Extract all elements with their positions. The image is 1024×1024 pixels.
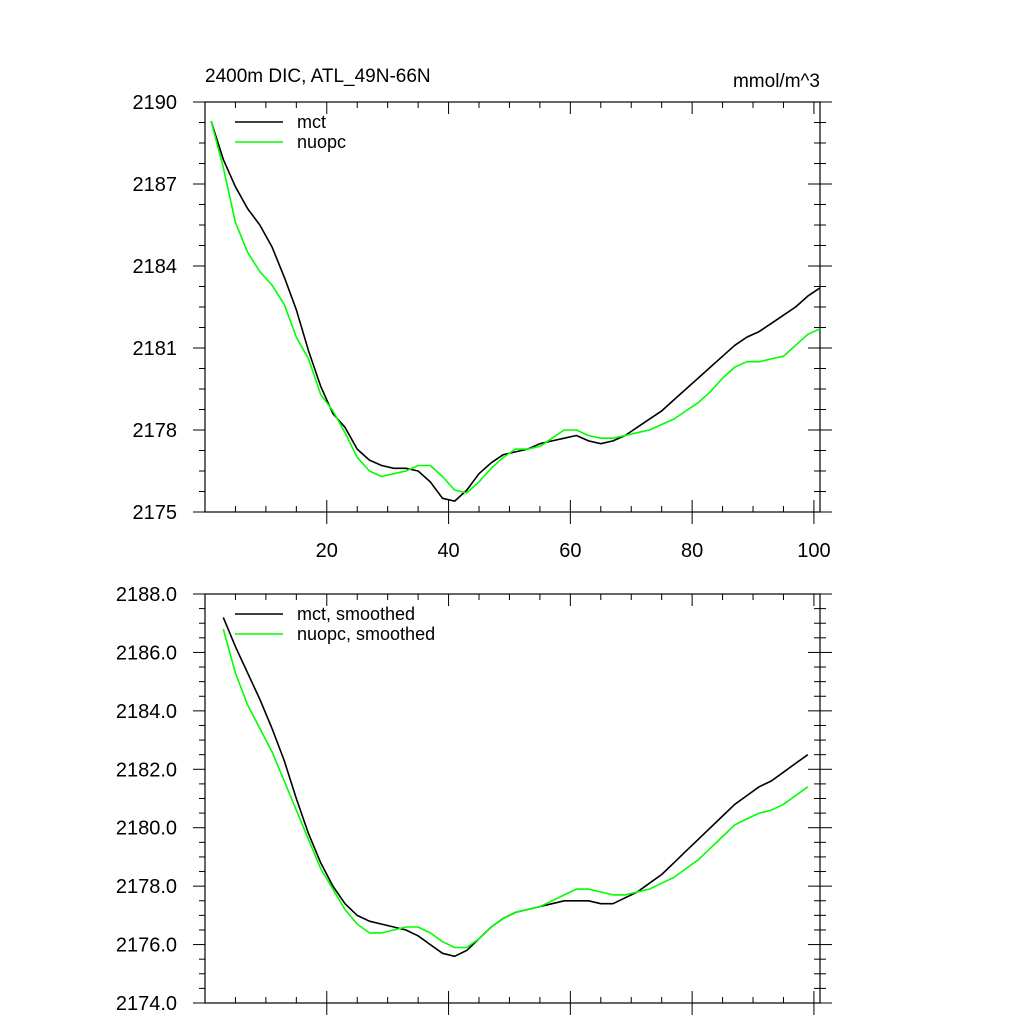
- plot-frame: [204, 593, 821, 1004]
- legend-label: nuopc, smoothed: [297, 624, 435, 644]
- chart-panel-2: 2174.0 2176.0 2178.0 2180.0 2182.0 2184.0 2186…: [116, 584, 832, 1015]
- y-tick-label: 2176.0: [116, 935, 177, 957]
- series-line-nuopc: [210, 120, 821, 494]
- y-tick-label: 2184.0: [116, 701, 177, 723]
- y-tick-label: 2174.0: [116, 993, 177, 1015]
- y-tick-label: 2181: [133, 338, 178, 360]
- chart-units: mmol/m^3: [733, 71, 820, 92]
- chart-panel-1: 20 40 60 80 100 2175 2178 2181 2184 2187 2190 2400m…: [133, 66, 832, 562]
- y-tick-label: 2188.0: [116, 584, 177, 606]
- x-tick-label: 100: [797, 540, 830, 562]
- legend-label: nuopc: [297, 132, 346, 152]
- series-line-mct: [210, 120, 821, 502]
- y-tick-label: 2187: [133, 174, 178, 196]
- y-tick-label: 2190: [133, 92, 178, 114]
- legend-label: mct, smoothed: [297, 604, 415, 624]
- x-tick-label: 80: [681, 540, 703, 562]
- x-tick-label: 60: [559, 540, 581, 562]
- y-tick-label: 2186.0: [116, 642, 177, 664]
- y-tick-label: 2178.0: [116, 876, 177, 898]
- x-tick-label: 20: [316, 540, 338, 562]
- chart-title: 2400m DIC, ATL_49N-66N: [205, 66, 431, 87]
- y-tick-label: 2180.0: [116, 818, 177, 840]
- legend-label: mct: [297, 112, 326, 132]
- x-tick-label: 40: [437, 540, 459, 562]
- y-tick-label: 2182.0: [116, 759, 177, 781]
- y-tick-label: 2184: [133, 256, 178, 278]
- series-line-nuopc-smoothed: [222, 628, 809, 949]
- series-line-mct-smoothed: [222, 617, 809, 958]
- y-tick-label: 2178: [133, 420, 178, 442]
- y-tick-label: 2175: [133, 502, 178, 524]
